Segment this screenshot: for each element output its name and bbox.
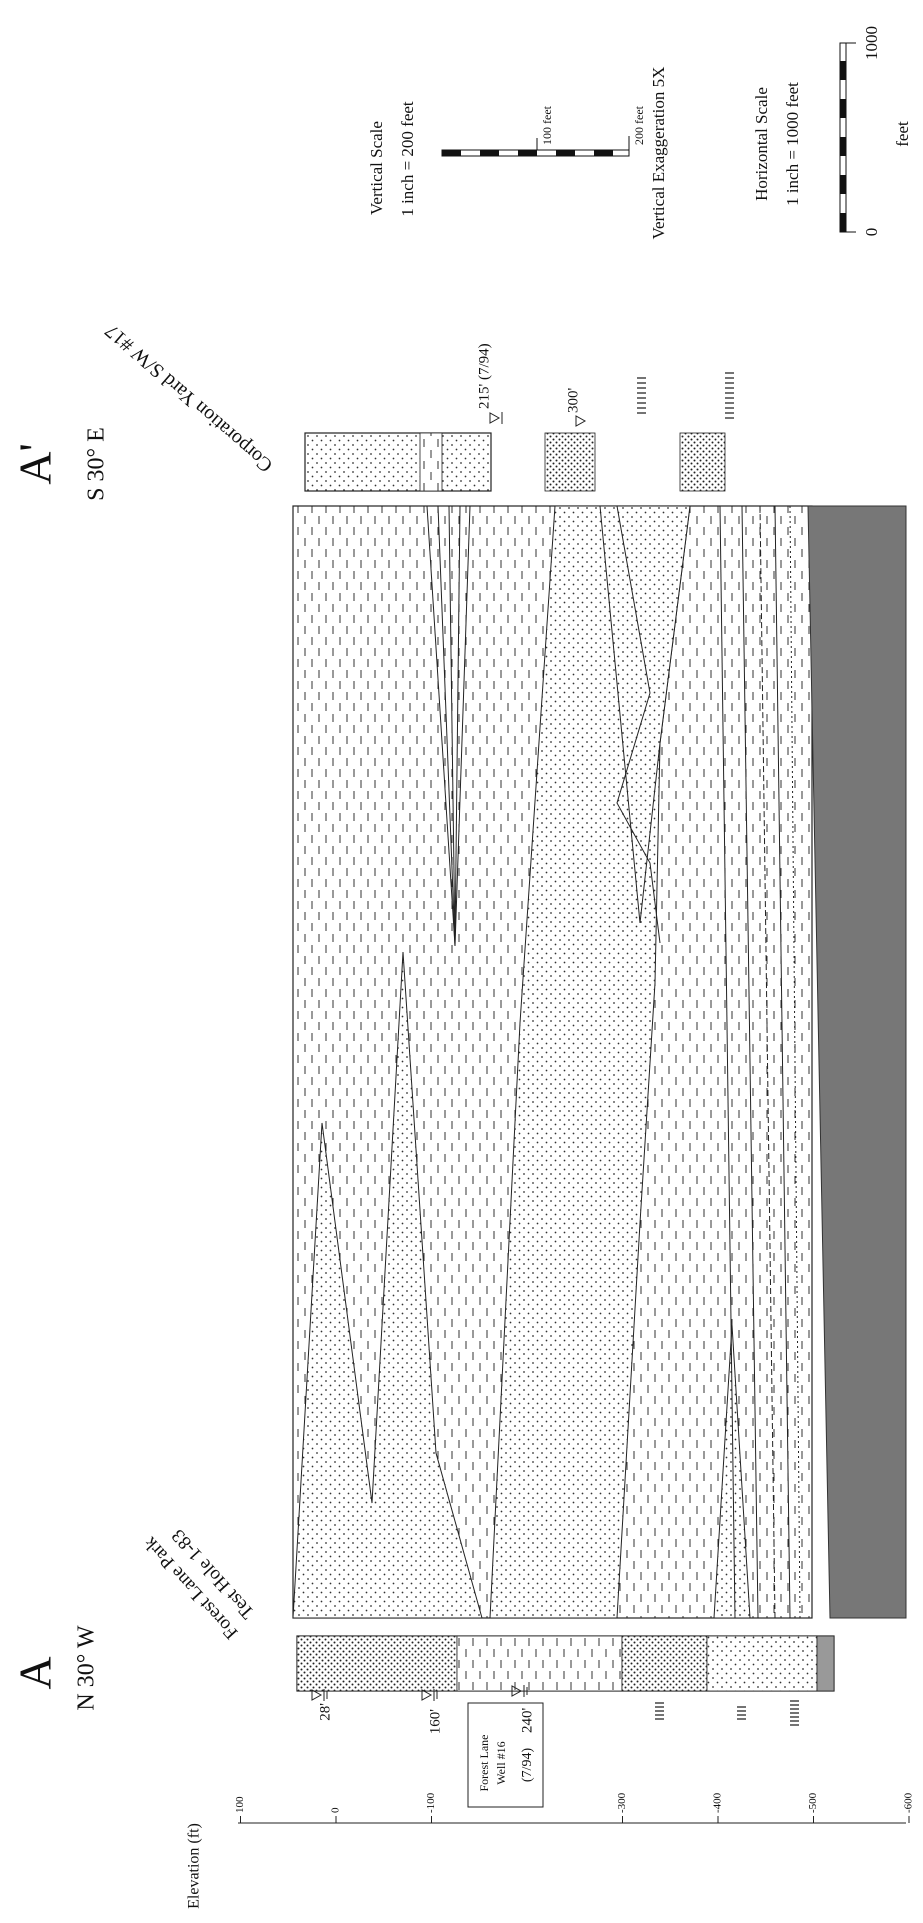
water-level: 215' (7/94) — [476, 343, 492, 409]
water-level-symbol — [490, 412, 502, 424]
section-end-bearing: S 30° E — [84, 427, 110, 501]
landscape-layer: A N 30° W A' S 30° E Forest Lane Park Te… — [10, 26, 915, 1909]
horizontal-scale-bar — [840, 43, 856, 232]
water-level: 300' — [565, 388, 581, 414]
section-start-label: A — [10, 1656, 61, 1689]
tick-label: 0 — [330, 1807, 342, 1813]
water-level: 28' — [317, 1703, 333, 1721]
water-level: 160' — [427, 1709, 443, 1735]
well-column-unit — [420, 433, 442, 491]
cross-section-figure: A N 30° W A' S 30° E Forest Lane Park Te… — [0, 0, 923, 1923]
scale-title: Vertical Scale — [367, 121, 386, 215]
note-line: Forest Lane — [477, 1735, 491, 1792]
well-column-unit — [457, 1636, 622, 1691]
tick-label: -300 — [616, 1792, 628, 1813]
well-column-unit — [680, 433, 725, 491]
water-level-symbol — [576, 416, 585, 426]
axis-ticks: 100 0 -100 -300 -400 -500 -600 — [234, 1792, 915, 1823]
bedrock — [808, 506, 906, 1618]
scale-title: Horizontal Scale — [752, 87, 771, 201]
exaggeration: Vertical Exaggeration 5X — [649, 67, 668, 240]
section-end-label: A' — [10, 443, 61, 485]
water-level: 240' — [519, 1708, 535, 1734]
well-column-unit — [545, 433, 595, 491]
tick-label: -400 — [712, 1792, 724, 1813]
scale-end: 1000 — [862, 26, 881, 60]
screen-marks — [637, 373, 734, 418]
page: {"section": {"start_label": "A", "start_… — [0, 0, 923, 1923]
well-column-unit — [622, 1636, 707, 1691]
section-start-bearing: N 30° W — [74, 1625, 100, 1710]
axis-title: Elevation (ft) — [186, 1823, 203, 1909]
tick-label: -100 — [425, 1792, 437, 1813]
scale-mark: 200 feet — [632, 105, 646, 145]
well-name: Corporation Yard S/W #17 — [101, 320, 277, 477]
well-column-unit — [817, 1636, 834, 1691]
well-column-unit — [297, 1636, 457, 1691]
note-line: Well #16 — [494, 1741, 508, 1784]
scale-start: 0 — [862, 228, 881, 237]
note-line: (7/94) — [520, 1748, 535, 1783]
scale-mark: 100 feet — [540, 105, 554, 145]
well-column-unit — [707, 1636, 817, 1691]
scale-ratio: 1 inch = 1000 feet — [783, 82, 802, 206]
tick-label: 100 — [234, 1796, 246, 1813]
vertical-scale-bar — [442, 136, 629, 156]
screen-marks — [655, 1701, 799, 1725]
well-column — [305, 433, 491, 491]
tick-label: -600 — [903, 1792, 915, 1813]
scale-ratio: 1 inch = 200 feet — [398, 101, 417, 217]
tick-label: -500 — [807, 1792, 819, 1813]
scale-unit: feet — [893, 121, 912, 147]
